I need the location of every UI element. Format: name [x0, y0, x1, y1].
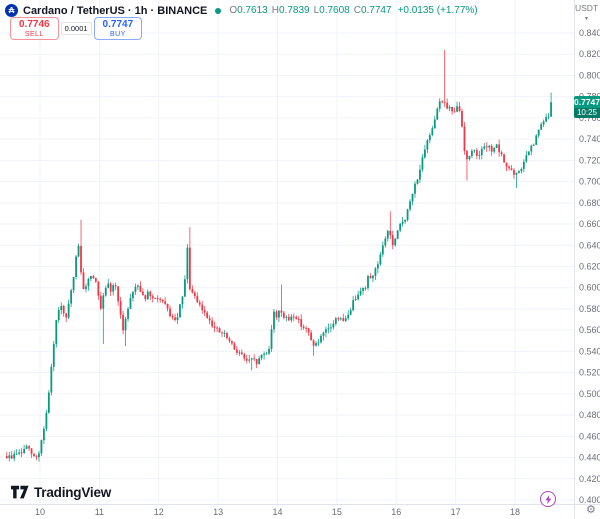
- tradingview-logo-text: TradingView: [34, 485, 112, 500]
- time-tick: 15: [332, 507, 342, 517]
- trade-widget: 0.7746 SELL 0.0001 0.7747 BUY: [10, 17, 143, 40]
- time-tick: 10: [35, 507, 45, 517]
- candlestick-series: [5, 49, 552, 462]
- time-tick: 16: [391, 507, 401, 517]
- last-price-value: 0.7747: [574, 96, 600, 109]
- sell-button[interactable]: 0.7746 SELL: [10, 17, 59, 40]
- open-label: O: [229, 5, 238, 16]
- low-label: L: [313, 5, 320, 16]
- lightning-icon[interactable]: [540, 491, 556, 507]
- sell-price: 0.7746: [19, 19, 50, 30]
- bar-countdown: 10:25: [574, 108, 600, 119]
- buy-price: 0.7747: [102, 19, 134, 30]
- buy-label: BUY: [110, 30, 126, 38]
- time-tick: 11: [95, 507, 104, 517]
- ohlc-readout: O0.7613 H0.7839 L0.7608 C0.7747 +0.0135 …: [229, 5, 477, 16]
- chevron-down-icon: ▾: [584, 16, 588, 22]
- symbol-header: ₳ Cardano / TetherUS · 1h · BINANCE O0.7…: [5, 4, 478, 17]
- time-tick: 18: [510, 507, 520, 517]
- tradingview-logo[interactable]: TradingView: [11, 485, 111, 500]
- price-tick: 0.4000: [579, 495, 600, 505]
- time-axis-labels[interactable]: 10 11 12 13 14 15 16 17 18: [35, 507, 520, 517]
- low-value: 0.7608: [319, 5, 350, 16]
- time-tick: 14: [272, 507, 282, 517]
- close-label: C: [353, 5, 361, 16]
- high-value: 0.7839: [278, 5, 310, 16]
- time-tick: 13: [213, 507, 223, 517]
- grid-lines: [0, 0, 574, 504]
- currency-selector[interactable]: USDT ▾: [574, 3, 599, 23]
- last-price-label[interactable]: 0.7747 10:25: [574, 96, 600, 119]
- buy-button[interactable]: 0.7747 BUY: [93, 17, 143, 40]
- spread-value: 0.0001: [60, 21, 92, 35]
- tradingview-mark-icon: [11, 485, 29, 499]
- time-tick: 17: [451, 507, 461, 517]
- open-value: 0.7613: [237, 5, 268, 16]
- time-tick: 12: [154, 507, 164, 517]
- high-label: H: [271, 5, 279, 16]
- cardano-logo-icon: ₳: [5, 4, 18, 17]
- sell-label: SELL: [24, 30, 44, 38]
- change-value: +0.0135 (+1.77%): [397, 5, 478, 16]
- currency-label: USDT: [575, 3, 598, 13]
- close-value: 0.7747: [360, 5, 392, 16]
- lightning-bolt-glyph: [544, 494, 551, 504]
- gear-icon[interactable]: ⚙: [586, 504, 596, 516]
- symbol-title[interactable]: Cardano / TetherUS · 1h · BINANCE: [23, 4, 208, 17]
- market-status-dot-icon[interactable]: [215, 7, 222, 14]
